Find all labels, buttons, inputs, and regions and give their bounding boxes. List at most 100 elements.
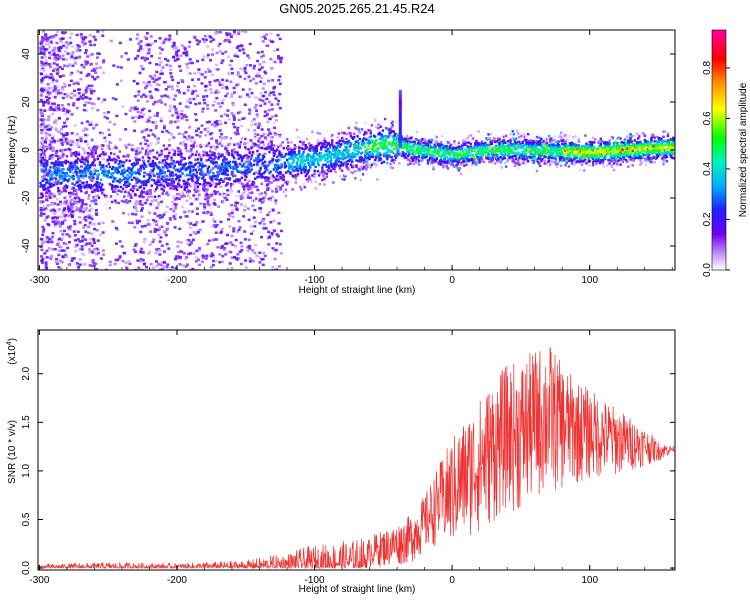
spectrogram-cell: [55, 257, 59, 261]
spectrogram-cell: [116, 185, 119, 189]
spectrogram-cell: [75, 173, 79, 177]
spectrogram-cell: [46, 187, 50, 191]
spectrogram-cell: [130, 221, 134, 225]
spectrogram-cell: [97, 196, 101, 200]
spectrogram-cell: [82, 253, 86, 257]
spectrogram-cell: [321, 142, 324, 145]
spectrogram-cell: [55, 63, 59, 66]
spectrogram-cell: [349, 170, 353, 174]
spectrogram-cell: [221, 83, 225, 86]
spectrogram-cell: [89, 207, 93, 211]
spectrogram-cell: [176, 58, 180, 61]
spectrogram-cell: [112, 64, 116, 67]
spectrogram-cell: [83, 168, 86, 171]
spectrogram-cell: [131, 116, 135, 120]
spectrogram-cell: [212, 38, 216, 41]
spectrogram-cell: [171, 177, 174, 181]
spectrogram-cell: [60, 86, 64, 89]
spectrogram-cell: [79, 32, 83, 36]
spectrogram-cell: [143, 58, 147, 62]
spectrogram-cell: [181, 264, 185, 267]
spectrogram-cell: [121, 174, 125, 178]
spectrogram-cell: [223, 166, 226, 170]
spectrogram-cell: [146, 81, 150, 85]
chart-title: GN05.2025.265.21.45.R24: [279, 1, 434, 16]
spectrogram-cell: [89, 121, 93, 124]
spectrogram-cell: [146, 57, 150, 60]
spectrogram-cell: [156, 179, 160, 182]
spectrogram-cell: [230, 71, 234, 75]
spectrogram-cell: [271, 148, 275, 151]
spectrogram-cell: [277, 99, 281, 103]
spectrogram-cell: [42, 52, 46, 55]
spectrogram-cell: [270, 136, 274, 139]
spectrogram-cell: [43, 64, 47, 68]
spectrogram-cell: [227, 152, 230, 155]
spectrogram-cell: [274, 178, 278, 181]
spectrogram-cell: [121, 187, 125, 191]
spectrogram-cell: [272, 168, 276, 171]
spectrogram-cell: [213, 220, 217, 223]
spectrogram-cell: [215, 141, 218, 144]
spectrogram-cell: [82, 147, 85, 150]
spectrogram-cell: [316, 131, 320, 135]
spectrogram-cell: [116, 193, 119, 196]
spectrogram-cell: [205, 190, 208, 193]
spectrogram-cell: [416, 146, 420, 149]
spectrogram-cell: [463, 152, 466, 156]
spectrogram-cell: [373, 141, 377, 144]
spectrogram-cell: [160, 48, 164, 51]
spectrogram-cell: [202, 188, 206, 192]
spectrogram-cell: [83, 128, 87, 131]
spectrogram-cell: [72, 186, 75, 190]
spectrogram-cell: [244, 266, 248, 269]
spectrogram-cell: [212, 202, 216, 205]
spectrogram-cell: [384, 151, 388, 155]
spectrogram-cell: [95, 186, 98, 189]
spectrogram-cell: [267, 94, 271, 97]
spectrogram-cell: [173, 202, 177, 206]
spectrogram-cell: [168, 216, 172, 220]
spectrogram-cell: [73, 222, 77, 226]
spectrogram-cell: [249, 164, 253, 168]
spectrogram-cell: [415, 147, 419, 151]
spectrogram-cell: [56, 46, 60, 50]
spectrogram-cell: [243, 103, 247, 107]
spectrogram-cell: [72, 171, 76, 175]
spectrogram-cell: [55, 108, 59, 111]
spectrogram-cell: [208, 156, 212, 159]
spectrogram-cell: [93, 248, 97, 251]
spectrogram-cell: [223, 39, 227, 43]
spectrogram-cell: [45, 160, 49, 163]
spectrogram-cell: [67, 210, 71, 213]
spectrogram-cell: [179, 216, 183, 219]
spectrogram-cell: [313, 175, 316, 178]
spectrogram-cell: [207, 158, 211, 161]
spectrogram-cell: [137, 116, 141, 120]
spectrogram-cell: [391, 123, 394, 127]
spectrogram-cell: [183, 186, 187, 189]
spectrogram-cell: [84, 109, 88, 112]
spectrogram-cell: [390, 149, 393, 153]
spectrogram-cell: [78, 179, 82, 183]
spectrogram-cell: [367, 144, 370, 147]
spectrogram-cell: [270, 108, 274, 111]
spectrogram-cell: [65, 186, 69, 189]
spectrogram-cell: [241, 171, 245, 174]
spectrogram-cell: [210, 137, 214, 140]
spectrogram-cell: [175, 197, 179, 200]
spectrogram-cell: [49, 154, 53, 158]
spectrogram-cell: [131, 185, 135, 188]
spectrogram-cell: [125, 155, 128, 158]
spectrogram-cell: [389, 166, 392, 169]
spectrogram-cell: [112, 158, 115, 162]
spectrogram-cell: [155, 260, 159, 263]
spectrogram-cell: [236, 55, 240, 58]
spectrogram-cell: [194, 232, 198, 236]
spectrogram-cell: [39, 46, 43, 49]
spectrogram-cell: [47, 115, 51, 119]
spectrogram-cell: [55, 85, 59, 88]
spectrogram-cell: [39, 72, 43, 75]
spectrogram-cell: [196, 94, 200, 98]
spectrogram-cell: [148, 173, 151, 177]
